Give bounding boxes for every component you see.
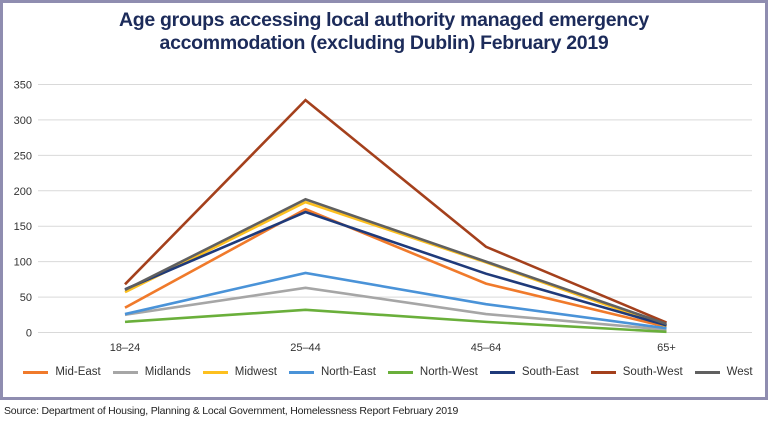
series-line-west <box>124 197 667 326</box>
x-axis-ticks: 18–24 25–44 45–64 65+ <box>110 342 676 354</box>
x-tick-label: 18–24 <box>110 342 141 354</box>
legend-item-north-west: North-West <box>378 366 478 378</box>
x-tick-label: 45–64 <box>471 342 502 354</box>
chart-title-line-2: accommodation (excluding Dublin) Februar… <box>159 32 609 54</box>
legend-item-south-east: South-East <box>480 366 579 378</box>
y-tick-label: 250 <box>14 150 32 162</box>
y-tick-label: 100 <box>14 257 32 269</box>
y-tick-label: 200 <box>14 186 32 198</box>
legend-label: West <box>726 366 753 378</box>
legend-swatch <box>202 370 228 374</box>
legend-item-mid-east: Mid-East <box>13 366 101 378</box>
legend-swatch <box>590 370 616 374</box>
series-line-south-west <box>124 98 668 324</box>
legend-item-west: West <box>685 366 753 378</box>
series-line-mid-east <box>124 207 667 329</box>
series-lines <box>124 98 668 334</box>
y-axis-ticks: 0 50 100 150 200 250 300 350 <box>14 80 32 340</box>
legend-swatch <box>489 370 515 374</box>
chart-frame <box>0 0 768 400</box>
legend-label: Midwest <box>234 366 277 378</box>
line-chart: 0 50 100 150 200 250 300 350 18–24 25–44 45–64 65+ <box>14 80 752 354</box>
y-tick-label: 0 <box>26 328 32 340</box>
legend-label: South-West <box>622 366 683 378</box>
source-note: Source: Department of Housing, Planning … <box>4 405 459 417</box>
y-tick-label: 350 <box>14 80 32 92</box>
legend-item-south-west: South-West <box>581 366 683 378</box>
y-tick-label: 150 <box>14 221 32 233</box>
legend-swatch <box>694 370 720 374</box>
y-tick-label: 300 <box>14 115 32 127</box>
legend-swatch <box>288 370 314 374</box>
series-line-north-west <box>124 308 667 334</box>
chart-legend: Mid-East Midlands Midwest North-East North-W… <box>0 362 768 382</box>
x-tick-label: 65+ <box>657 342 676 354</box>
series-line-midwest <box>124 200 667 328</box>
legend-swatch <box>112 370 138 374</box>
legend-swatch <box>23 370 49 374</box>
legend-label: Midlands <box>144 366 191 378</box>
y-tick-label: 50 <box>20 292 32 304</box>
legend-label: North-East <box>320 366 376 378</box>
legend-swatch <box>387 370 413 374</box>
series-line-south-east <box>124 210 667 327</box>
gridlines <box>38 84 752 333</box>
series-line-north-east <box>124 271 667 330</box>
chart-title: Age groups accessing local authority man… <box>0 9 768 55</box>
series-line-midlands <box>124 286 667 331</box>
legend-label: South-East <box>521 366 579 378</box>
x-tick-label: 25–44 <box>290 342 321 354</box>
legend-item-midlands: Midlands <box>103 366 191 378</box>
legend-label: North-West <box>419 366 478 378</box>
legend-item-midwest: Midwest <box>193 366 277 378</box>
chart-title-line-1: Age groups accessing local authority man… <box>119 9 649 31</box>
legend-label: Mid-East <box>55 366 101 378</box>
legend-item-north-east: North-East <box>279 366 376 378</box>
